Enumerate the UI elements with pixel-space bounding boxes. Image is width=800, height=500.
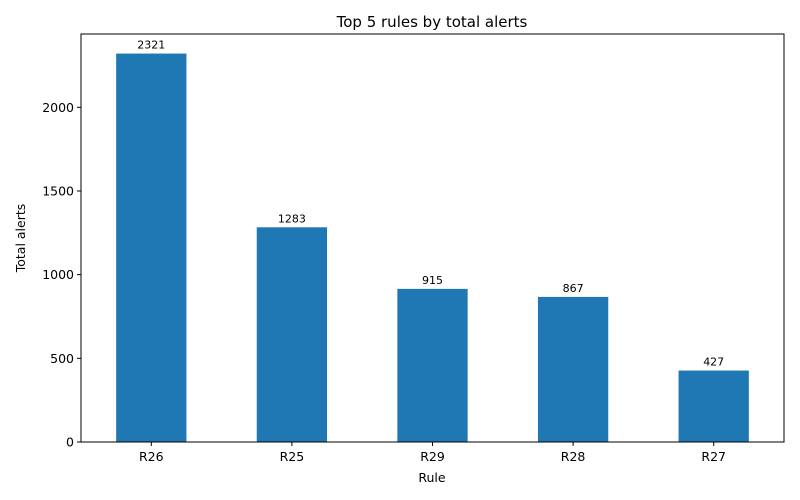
y-tick-label-500: 500 [50, 351, 74, 366]
x-tick-label-r28: R28 [561, 449, 586, 464]
bar-r26 [116, 53, 187, 442]
bar-r28 [537, 296, 609, 442]
data-label-r28: 867 [563, 282, 584, 295]
x-tick-label-r29: R29 [420, 449, 445, 464]
y-tick-label-1500: 1500 [42, 183, 74, 198]
y-axis-label: Total alerts [13, 204, 28, 274]
data-label-r29: 915 [422, 274, 443, 287]
plot-frame [80, 33, 785, 443]
x-axis-label: Rule [418, 470, 446, 485]
data-label-r25: 1283 [278, 212, 306, 225]
x-tick-label-r25: R25 [280, 449, 305, 464]
y-tick-label-2000: 2000 [42, 100, 74, 115]
data-label-r27: 427 [703, 356, 724, 369]
bar-r29 [397, 288, 468, 442]
y-tick-label-0: 0 [66, 435, 74, 450]
x-tick-label-r26: R26 [139, 449, 164, 464]
x-tick-label-r27: R27 [701, 449, 726, 464]
y-tick-label-1000: 1000 [42, 267, 74, 282]
bars-group: 2321 1283 915 867 427 [116, 39, 749, 442]
data-label-r26: 2321 [137, 39, 165, 52]
axis-ticks-group: R26 R25 R29 R28 R27 0 500 1000 1500 2000 [42, 100, 726, 464]
bar-r25 [256, 227, 328, 442]
chart-title: Top 5 rules by total alerts [336, 13, 528, 31]
bar-r27 [678, 370, 749, 442]
